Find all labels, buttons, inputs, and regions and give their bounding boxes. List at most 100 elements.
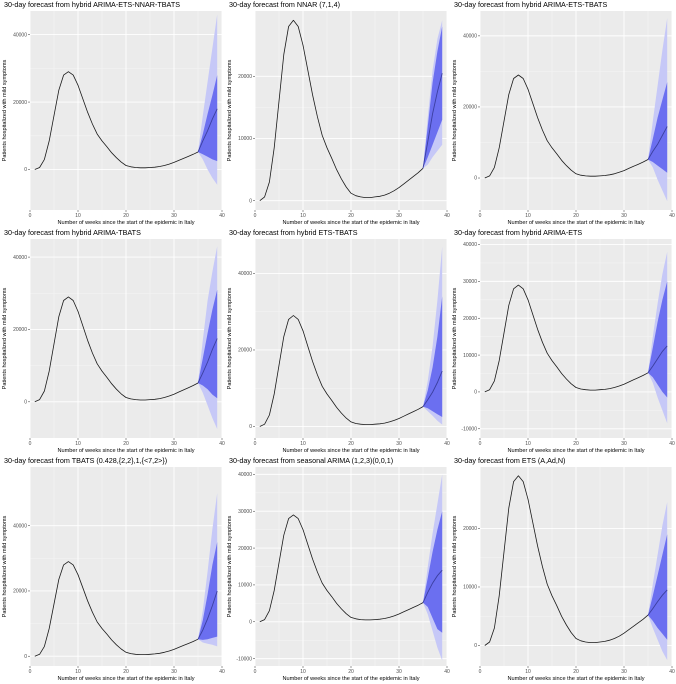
y-tick-label: 20000 [463,316,477,322]
x-tick-label: 30 [171,669,177,675]
y-tick-label: -10000 [236,656,252,662]
history-series-line [259,315,424,427]
y-axis-label: Patients hospitalized with mild symptoms [452,59,458,161]
x-tick-label: 20 [348,669,354,675]
x-tick-label: 0 [29,213,32,219]
y-tick-label: 0 [24,400,27,406]
x-axis-label: Number of weeks since the start of the e… [507,220,644,226]
y-tick-label: 40000 [463,242,477,248]
y-tick-label: 10000 [463,353,477,359]
forecast-mean-line [647,126,668,160]
y-tick-label: 0 [474,390,477,396]
x-tick-label: 10 [75,669,81,675]
forecast-80-interval [423,511,443,633]
x-tick-label: 10 [525,669,531,675]
y-tick-label: 30000 [238,509,252,515]
forecast-80-interval [648,281,668,398]
x-tick-label: 20 [123,669,129,675]
y-tick-label: 0 [249,198,252,204]
y-axis-label: Patients hospitalized with mild symptoms [227,287,233,389]
y-tick-label: 40000 [13,523,27,529]
x-tick-label: 10 [300,213,306,219]
y-tick-label: 20000 [238,74,252,80]
forecast-80-interval [198,542,218,640]
chart-panel-1: 30-day forecast from hybrid ARIMA-ETS-NN… [0,0,225,228]
y-tick-label: 20000 [238,348,252,354]
chart-plot: 0 10 20 30 40 0 20000 40000 Number of weeks sinc… [2,11,225,226]
x-tick-label: 30 [396,213,402,219]
x-tick-label: 40 [669,213,675,219]
x-tick-label: 40 [669,669,675,675]
x-tick-label: 10 [75,213,81,219]
y-tick-label: 20000 [238,546,252,552]
x-tick-label: 0 [479,669,482,675]
y-tick-label: 0 [249,619,252,625]
y-tick-label: 0 [474,176,477,182]
history-series-line [34,296,199,403]
x-tick-label: 0 [254,213,257,219]
x-tick-label: 10 [75,441,81,447]
y-tick-label: 0 [24,654,27,660]
x-tick-label: 40 [219,441,225,447]
x-tick-label: 20 [573,441,579,447]
x-tick-label: 30 [396,441,402,447]
history-series-line [259,514,424,623]
x-axis-label: Number of weeks since the start of the e… [282,448,419,454]
chart-title: 30-day forecast from hybrid ETS-TBATS [229,228,358,237]
forecast-mean-line [197,108,218,153]
x-axis-label: Number of weeks since the start of the e… [282,220,419,226]
y-tick-label: -10000 [461,426,477,432]
chart-plot: 0 10 20 30 40 0 20000 40000 Number of weeks sinc… [452,11,675,226]
chart-panel-3: 30-day forecast from hybrid ARIMA-ETS-TB… [450,0,675,228]
x-tick-label: 10 [525,441,531,447]
y-tick-label: 40000 [13,255,27,261]
x-axis-label: Number of weeks since the start of the e… [57,448,194,454]
y-axis-label: Patients hospitalized with mild symptoms [227,515,233,617]
history-series-line [259,19,424,202]
forecast-mean-line [647,589,668,616]
y-axis-label: Patients hospitalized with mild symptoms [2,287,8,389]
x-tick-label: 10 [525,213,531,219]
history-series-line [484,74,649,179]
chart-panel-8: 30-day forecast from seasonal ARIMA (1,2… [225,456,450,684]
chart-plot: 0 10 20 30 40 0 10000 20000 Number of weeks sinc… [227,11,450,226]
y-tick-label: 0 [474,643,477,649]
chart-title: 30-day forecast from seasonal ARIMA (1,2… [229,456,394,465]
history-series-line [484,284,649,393]
chart-plot: 0 10 20 30 40 -10000 0 10000 20000 30000 40000 Numb… [227,467,450,682]
chart-title: 30-day forecast from hybrid ARIMA-ETS-NN… [4,0,181,9]
x-tick-label: 40 [219,669,225,675]
x-tick-label: 20 [348,441,354,447]
chart-panel-6: 30-day forecast from hybrid ARIMA-ETS 0 1… [450,228,675,456]
x-tick-label: 30 [171,213,177,219]
chart-panel-5: 30-day forecast from hybrid ETS-TBATS 0 1… [225,228,450,456]
forecast-80-interval [648,82,668,173]
chart-plot: 0 10 20 30 40 0 10000 20000 Number of weeks sinc… [452,467,675,682]
forecast-80-interval [198,75,218,162]
y-tick-label: 20000 [463,526,477,532]
x-tick-label: 10 [300,669,306,675]
x-axis-label: Number of weeks since the start of the e… [57,220,194,226]
x-tick-label: 0 [29,441,32,447]
x-tick-label: 10 [300,441,306,447]
y-axis-label: Patients hospitalized with mild symptoms [452,287,458,389]
chart-title: 30-day forecast from TBATS (0.428,{2,2},… [4,456,168,465]
forecast-80-interval [423,296,443,417]
history-series-line [34,71,199,170]
y-tick-label: 40000 [13,32,27,38]
forecast-mean-line [422,73,443,169]
y-tick-label: 20000 [13,589,27,595]
x-tick-label: 30 [171,441,177,447]
x-tick-label: 30 [621,213,627,219]
forecast-mean-line [647,345,668,374]
x-tick-label: 40 [444,441,450,447]
forecast-mean-line [197,590,218,640]
x-tick-label: 40 [669,441,675,447]
x-tick-label: 0 [254,669,257,675]
y-axis-label: Patients hospitalized with mild symptoms [452,515,458,617]
x-tick-label: 20 [123,213,129,219]
y-tick-label: 10000 [238,583,252,589]
x-tick-label: 40 [444,213,450,219]
chart-panel-7: 30-day forecast from TBATS (0.428,{2,2},… [0,456,225,684]
chart-title: 30-day forecast from NNAR (7,1,4) [229,0,341,9]
